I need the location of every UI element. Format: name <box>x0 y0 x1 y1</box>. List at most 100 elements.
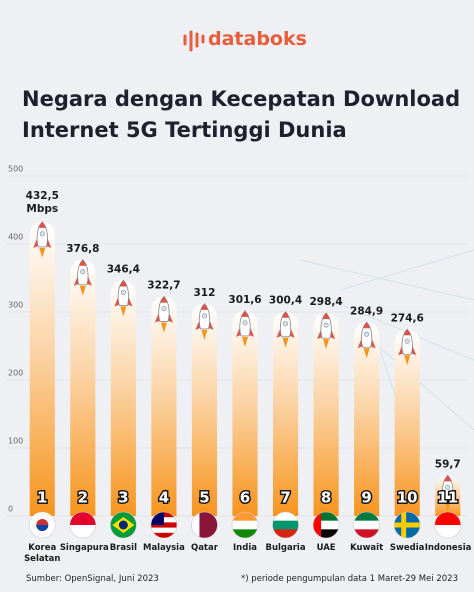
flag <box>150 511 178 539</box>
rocket-nose <box>200 303 208 310</box>
x-tick-label: Korea Selatan <box>24 543 61 564</box>
value-label: 312 <box>193 287 215 299</box>
rank: 1 <box>37 489 47 507</box>
rank: 4 <box>159 489 169 507</box>
y-tick-label: 300 <box>8 301 23 310</box>
flag <box>393 511 421 539</box>
value-label: 298,4 <box>309 296 342 308</box>
source: Sumber: OpenSignal, Juni 2023 <box>26 574 159 584</box>
x-tick-label: UAE <box>316 543 336 553</box>
rocket-nose <box>282 311 290 318</box>
y-tick-label: 100 <box>8 437 23 446</box>
flag-border <box>231 511 259 539</box>
flag-part <box>150 527 177 534</box>
flag <box>353 511 380 539</box>
flag-body <box>434 512 461 538</box>
rocket-flame <box>282 337 289 348</box>
rocket-window <box>161 306 167 312</box>
flag <box>110 511 137 539</box>
bar <box>70 259 96 516</box>
flag-part <box>191 512 200 538</box>
rocket-window <box>242 320 248 326</box>
rocket-window <box>39 231 45 237</box>
flag-part <box>353 520 380 530</box>
rocket-flame <box>323 339 330 350</box>
rocket-window <box>364 331 370 337</box>
bar <box>394 329 420 516</box>
flag-border <box>191 511 218 539</box>
flag-part <box>434 525 461 538</box>
flag-part <box>232 520 258 530</box>
rocket <box>276 311 295 348</box>
flag-part <box>313 520 340 530</box>
flag-body <box>232 512 258 538</box>
rocket <box>317 312 336 350</box>
rocket-nose <box>403 329 411 336</box>
bar <box>354 322 380 516</box>
flag-part <box>232 512 258 522</box>
x-tick-label: India <box>233 543 257 553</box>
flag-part <box>394 522 421 528</box>
bar <box>151 296 177 516</box>
rocket <box>195 303 214 340</box>
flag-body <box>110 512 137 538</box>
rocket-nose <box>322 313 330 320</box>
rocket-flame <box>444 501 451 512</box>
y-tick-label: 500 <box>8 165 23 174</box>
flag-border <box>434 511 462 539</box>
flag-border <box>312 511 340 539</box>
rocket-nose <box>160 296 168 303</box>
rocket-window <box>445 484 451 490</box>
flag-body <box>394 512 421 538</box>
value-label: 346,4 <box>107 263 140 275</box>
note: *) periode pengumpulan data 1 Maret-29 M… <box>240 574 458 584</box>
rocket-window <box>201 313 207 319</box>
y-tick-label: 400 <box>8 233 23 242</box>
flag-part <box>272 512 299 522</box>
rocket-flame <box>404 355 411 366</box>
value-label: 376,8 <box>66 243 99 255</box>
rocket <box>73 259 92 296</box>
rocket-flame <box>120 306 127 317</box>
flag-part <box>232 529 258 538</box>
bar <box>272 311 299 516</box>
rocket-window <box>404 338 410 344</box>
bar <box>313 313 339 516</box>
flag-part <box>272 529 299 538</box>
rocket-window <box>80 269 86 275</box>
value-label: 432,5 <box>26 190 59 202</box>
flag-border <box>272 511 299 539</box>
flag-body <box>272 512 299 538</box>
rocket <box>33 221 52 258</box>
rocket <box>114 279 133 317</box>
value-unit: Mbps <box>26 203 58 215</box>
flag <box>231 511 259 539</box>
rocket-flame <box>242 336 248 347</box>
flag-body <box>191 512 218 538</box>
rank: 7 <box>280 489 290 507</box>
rocket <box>154 295 173 333</box>
flag-part <box>434 512 461 526</box>
flag-part <box>272 520 299 530</box>
rocket-flame <box>363 348 370 359</box>
rocket <box>398 328 417 366</box>
x-tick-label: Bulgaria <box>265 543 306 553</box>
flag-body <box>69 512 96 538</box>
rocket-flame <box>160 322 167 333</box>
value-label: 300,4 <box>269 295 302 307</box>
rocket <box>236 310 254 347</box>
x-tick-label: Indonesia <box>424 543 472 553</box>
x-tick-label: Kuwait <box>350 543 384 553</box>
flag-part <box>313 529 340 538</box>
flag-border <box>28 511 56 539</box>
flag <box>191 511 218 539</box>
flag-part <box>118 520 128 530</box>
flag <box>312 511 340 539</box>
value-label: 274,6 <box>391 312 424 324</box>
rocket-window <box>323 322 329 328</box>
logo-icon <box>183 30 205 52</box>
flag-border <box>150 511 178 539</box>
rocket-nose <box>444 475 452 482</box>
